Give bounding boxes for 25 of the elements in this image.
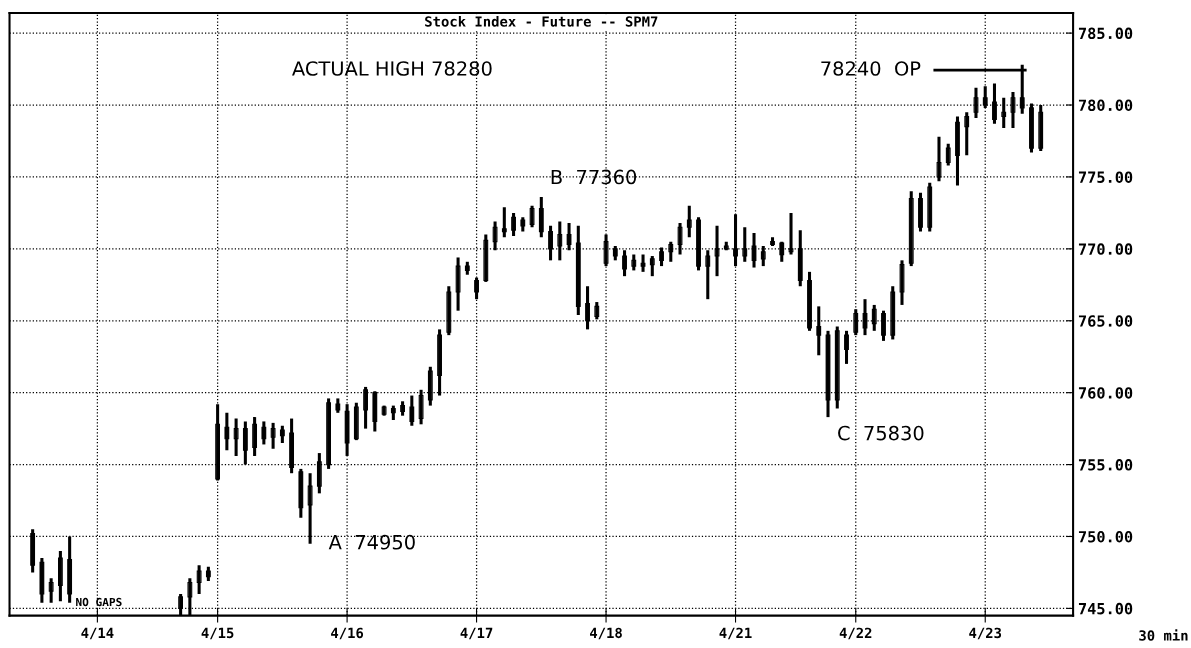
y-tick-label: 780.00	[1078, 99, 1133, 112]
annotation: B 77360	[551, 169, 637, 185]
annotation: ACTUAL HIGH 78280	[292, 61, 492, 76]
chart-title: Stock Index - Future -- SPM7	[425, 15, 658, 27]
y-tick-label: 785.00	[1078, 27, 1133, 40]
x-tick-label: 4/17	[460, 627, 493, 640]
annotation: NO GAPS	[76, 597, 122, 607]
x-tick-label: 4/18	[590, 627, 622, 640]
y-tick-label: 765.00	[1078, 315, 1133, 327]
text: 30 min	[1139, 629, 1188, 641]
y-tick-label: 745.00	[1078, 602, 1133, 615]
x-tick-label: 4/14	[81, 627, 114, 640]
y-tick-label: 760.00	[1078, 387, 1133, 399]
annotation: A 74950	[328, 534, 415, 550]
annotation: C 75830	[838, 425, 924, 441]
y-tick-label: 770.00	[1078, 243, 1133, 255]
x-tick-label: 4/15	[201, 627, 234, 640]
y-tick-label: 775.00	[1078, 171, 1133, 183]
annotation: 78240 OP	[821, 61, 921, 76]
y-tick-label: 750.00	[1078, 530, 1133, 543]
x-tick-label: 4/22	[839, 627, 872, 640]
x-tick-label: 4/21	[719, 627, 752, 640]
y-tick-label: 755.00	[1078, 459, 1133, 471]
x-tick-label: 4/23	[969, 627, 1002, 640]
x-tick-label: 4/16	[331, 627, 364, 640]
